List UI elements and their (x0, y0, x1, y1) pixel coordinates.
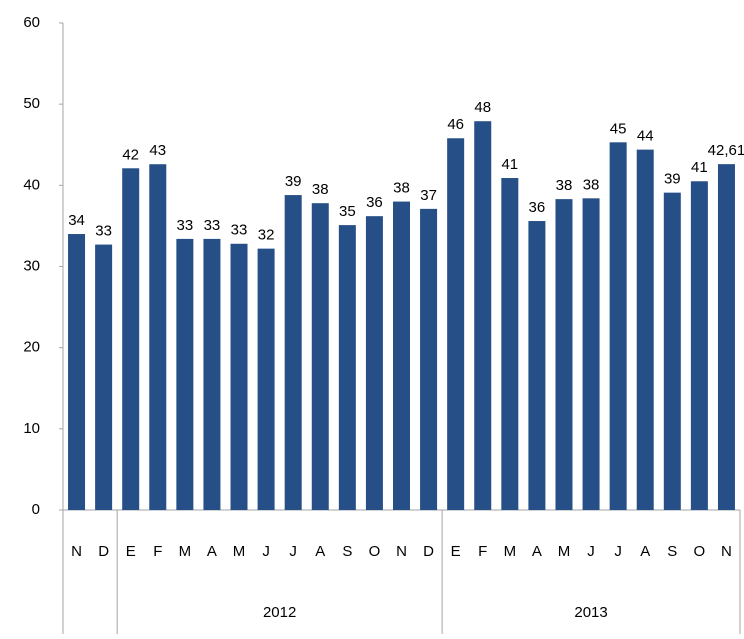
bar (311, 203, 329, 510)
data-label: 33 (231, 222, 248, 239)
x-tick-label: A (207, 543, 217, 560)
bar (636, 149, 654, 510)
bar (122, 168, 140, 510)
group-label: 2013 (574, 604, 607, 621)
x-tick-label: N (721, 543, 732, 560)
x-tick-label: O (369, 543, 381, 560)
data-label: 36 (529, 199, 546, 216)
data-label: 33 (95, 223, 112, 240)
bar (663, 192, 681, 510)
group-label: 2012 (263, 604, 296, 621)
bar (420, 208, 438, 510)
bar (230, 243, 248, 511)
bar (717, 164, 735, 510)
x-tick-label: J (289, 543, 297, 560)
y-tick-label: 20 (23, 339, 40, 356)
x-tick-label: M (558, 543, 571, 560)
data-label: 33 (204, 217, 221, 234)
bar (555, 199, 573, 511)
data-label: 43 (149, 142, 166, 159)
data-label: 42 (122, 146, 139, 163)
bar (68, 234, 86, 511)
bar (338, 225, 356, 511)
bar (257, 248, 275, 511)
bar (501, 178, 519, 511)
x-tick-label: D (423, 543, 434, 560)
x-tick-label: N (396, 543, 407, 560)
bar (474, 121, 492, 510)
x-tick-label: A (532, 543, 542, 560)
x-tick-label: J (587, 543, 595, 560)
x-tick-label: A (315, 543, 325, 560)
data-label: 41 (691, 159, 708, 176)
data-label: 37 (420, 187, 437, 204)
data-label: 41 (501, 156, 518, 173)
bar (447, 138, 465, 511)
y-tick-label: 0 (32, 501, 40, 518)
data-label: 38 (556, 177, 573, 194)
x-tick-label: J (262, 543, 270, 560)
bar (284, 195, 302, 510)
data-label: 38 (393, 180, 410, 197)
y-tick-label: 50 (23, 95, 40, 112)
bar (149, 164, 167, 511)
bar (95, 244, 113, 510)
bar (582, 198, 600, 510)
data-label: 33 (177, 217, 194, 234)
data-label: 36 (366, 194, 383, 211)
data-label: 44 (637, 128, 654, 145)
x-tick-label: D (98, 543, 109, 560)
data-label: 39 (285, 173, 302, 190)
bar (690, 181, 708, 510)
bar (393, 201, 410, 511)
x-tick-label: E (451, 543, 461, 560)
x-tick-label: F (478, 543, 487, 560)
x-tick-label: N (71, 543, 82, 560)
data-label: 38 (312, 181, 329, 198)
data-label: 46 (447, 116, 464, 133)
x-tick-label: S (342, 543, 352, 560)
x-tick-label: J (614, 543, 622, 560)
x-tick-label: M (233, 543, 246, 560)
bar (528, 221, 546, 510)
data-label: 32 (258, 227, 275, 244)
x-tick-label: O (694, 543, 706, 560)
bar (203, 238, 221, 511)
y-tick-label: 10 (23, 420, 40, 437)
data-label: 42,61 (708, 142, 744, 159)
x-tick-label: F (153, 543, 162, 560)
bar (365, 216, 383, 510)
x-tick-label: M (504, 543, 517, 560)
data-label: 39 (664, 171, 681, 188)
x-tick-label: E (126, 543, 136, 560)
data-label: 34 (68, 212, 85, 229)
x-tick-label: S (667, 543, 677, 560)
y-tick-label: 40 (23, 176, 40, 193)
y-tick-label: 30 (23, 257, 40, 274)
data-label: 45 (610, 120, 627, 137)
y-tick-label: 60 (23, 14, 40, 31)
x-tick-label: M (179, 543, 192, 560)
x-tick-label: A (640, 543, 650, 560)
bar (609, 142, 627, 510)
bar (176, 238, 194, 511)
data-label: 35 (339, 203, 356, 220)
data-label: 48 (474, 99, 491, 116)
data-label: 38 (583, 176, 600, 193)
